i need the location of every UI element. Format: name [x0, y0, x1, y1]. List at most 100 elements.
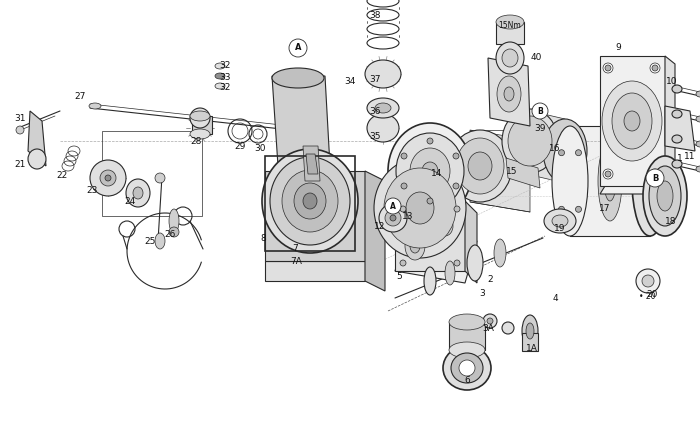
Ellipse shape [552, 215, 568, 227]
Ellipse shape [155, 173, 165, 183]
Text: 29: 29 [234, 142, 246, 150]
Ellipse shape [494, 239, 506, 267]
Ellipse shape [105, 175, 111, 181]
Polygon shape [265, 261, 365, 281]
Text: 17: 17 [599, 204, 610, 212]
Text: 8: 8 [260, 234, 266, 242]
Ellipse shape [649, 166, 681, 226]
Ellipse shape [424, 267, 436, 295]
Text: 6: 6 [464, 375, 470, 385]
Polygon shape [303, 146, 320, 181]
Ellipse shape [605, 65, 611, 71]
Ellipse shape [270, 157, 350, 245]
Ellipse shape [467, 245, 483, 281]
Ellipse shape [504, 87, 514, 101]
Polygon shape [506, 158, 540, 188]
Text: 16: 16 [550, 143, 561, 153]
Ellipse shape [289, 39, 307, 57]
Ellipse shape [262, 149, 358, 253]
Ellipse shape [575, 206, 582, 212]
Polygon shape [306, 154, 318, 174]
Ellipse shape [405, 232, 425, 260]
Polygon shape [395, 229, 477, 283]
Text: 3: 3 [479, 289, 485, 297]
Ellipse shape [453, 153, 459, 159]
Text: 28: 28 [190, 136, 202, 146]
Ellipse shape [367, 98, 399, 118]
Ellipse shape [449, 314, 485, 330]
Ellipse shape [406, 192, 434, 224]
Ellipse shape [603, 169, 613, 179]
Polygon shape [600, 178, 675, 194]
Ellipse shape [543, 119, 587, 183]
Ellipse shape [522, 315, 538, 347]
Ellipse shape [575, 150, 582, 156]
Ellipse shape [487, 318, 493, 324]
Text: 21: 21 [14, 160, 26, 168]
Ellipse shape [400, 260, 406, 266]
Text: 1A: 1A [526, 344, 538, 352]
Ellipse shape [89, 103, 101, 109]
Ellipse shape [16, 126, 24, 134]
Polygon shape [665, 106, 695, 151]
Ellipse shape [650, 169, 660, 179]
Text: 35: 35 [370, 132, 381, 140]
Ellipse shape [650, 63, 660, 73]
Text: 33: 33 [219, 74, 231, 82]
Ellipse shape [400, 206, 406, 212]
Ellipse shape [437, 216, 453, 236]
Text: 10: 10 [666, 76, 678, 85]
Polygon shape [28, 111, 46, 166]
Ellipse shape [696, 91, 700, 97]
Text: 18: 18 [665, 217, 677, 225]
Ellipse shape [365, 60, 401, 88]
Ellipse shape [410, 148, 450, 194]
Ellipse shape [126, 179, 150, 207]
Ellipse shape [388, 123, 472, 219]
Ellipse shape [133, 187, 143, 199]
Ellipse shape [379, 204, 407, 232]
Ellipse shape [604, 161, 616, 201]
Ellipse shape [427, 138, 433, 144]
Text: 12: 12 [374, 221, 386, 231]
Ellipse shape [612, 93, 652, 149]
Bar [192, 116, 212, 134]
Ellipse shape [375, 103, 391, 113]
Ellipse shape [559, 206, 564, 212]
Text: 4: 4 [552, 293, 558, 303]
Ellipse shape [384, 168, 456, 248]
Text: 36: 36 [370, 106, 381, 116]
Text: 2: 2 [487, 275, 493, 283]
Ellipse shape [502, 109, 558, 173]
Ellipse shape [672, 135, 682, 143]
Ellipse shape [502, 49, 518, 67]
Text: 15: 15 [506, 167, 518, 176]
Polygon shape [265, 171, 365, 261]
Ellipse shape [497, 76, 521, 112]
Ellipse shape [100, 170, 116, 186]
Ellipse shape [453, 183, 459, 189]
Text: 27: 27 [74, 92, 85, 101]
Ellipse shape [496, 15, 524, 29]
Ellipse shape [646, 169, 664, 187]
Ellipse shape [657, 181, 673, 211]
Text: 14: 14 [431, 168, 442, 177]
Ellipse shape [456, 138, 504, 194]
Ellipse shape [396, 133, 464, 209]
Ellipse shape [636, 269, 660, 293]
Ellipse shape [448, 130, 512, 202]
Ellipse shape [401, 183, 407, 189]
Ellipse shape [459, 360, 475, 376]
Ellipse shape [390, 215, 396, 221]
Ellipse shape [385, 198, 401, 214]
Ellipse shape [215, 73, 225, 79]
Ellipse shape [442, 221, 448, 231]
Ellipse shape [169, 227, 179, 237]
Ellipse shape [215, 83, 225, 89]
Ellipse shape [451, 353, 483, 383]
Ellipse shape [696, 116, 700, 122]
Ellipse shape [672, 160, 682, 168]
Polygon shape [395, 201, 465, 271]
Text: A: A [295, 44, 301, 52]
Text: 31: 31 [14, 113, 26, 123]
